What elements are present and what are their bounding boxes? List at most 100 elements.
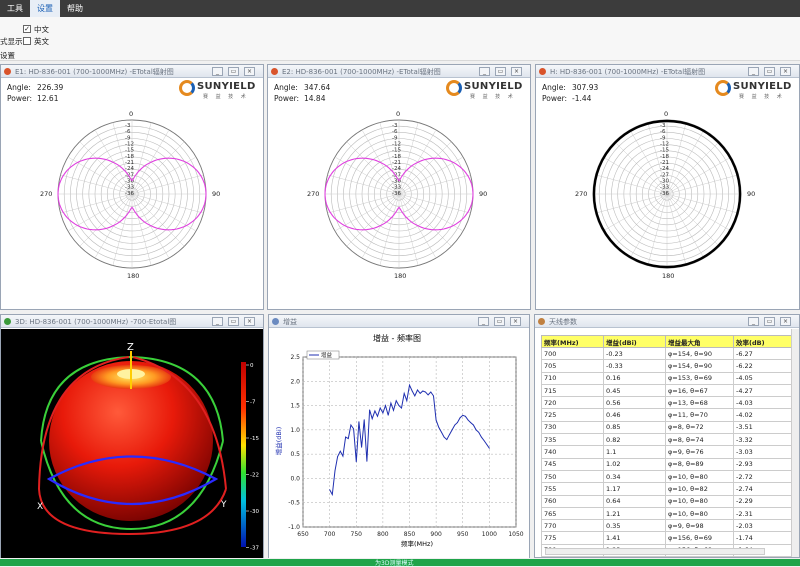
minimize-button[interactable]: _ bbox=[212, 317, 223, 326]
angle-tick-label: 90 bbox=[747, 190, 755, 198]
table-cell: 0.45 bbox=[603, 383, 666, 398]
table-cell: 785 bbox=[541, 556, 604, 557]
table-row[interactable]: 740 1.1 φ=9, θ=76 -3.03 bbox=[541, 445, 792, 459]
horizontal-scrollbar[interactable] bbox=[545, 548, 765, 555]
minimize-button[interactable]: _ bbox=[479, 67, 490, 76]
gain-data-point bbox=[379, 407, 381, 409]
gain-data-point bbox=[403, 393, 405, 394]
gain-data-point bbox=[334, 470, 336, 472]
polar-spoke bbox=[398, 193, 464, 232]
restore-button[interactable]: ▭ bbox=[764, 317, 775, 326]
close-button[interactable]: × bbox=[510, 317, 521, 326]
polar-spoke bbox=[346, 193, 400, 247]
minimize-button[interactable]: _ bbox=[748, 317, 759, 326]
table-cell: -3.51 bbox=[733, 420, 792, 435]
polar-spoke bbox=[666, 156, 732, 195]
vertical-scrollbar[interactable] bbox=[791, 329, 799, 557]
x-tick-label: 1050 bbox=[508, 531, 523, 538]
table-cell: -2.74 bbox=[733, 482, 792, 496]
gain-data-point bbox=[369, 409, 370, 411]
table-row[interactable]: 700 -0.23 φ=154, θ=90 -6.27 bbox=[541, 346, 792, 361]
close-button[interactable]: × bbox=[244, 67, 255, 76]
table-row[interactable]: 710 0.16 φ=153, θ=69 -4.05 bbox=[541, 371, 792, 385]
polar-spoke bbox=[379, 122, 400, 195]
table-row[interactable]: 7851.39φ=8, θ=91-1.35 bbox=[541, 556, 792, 557]
ring-label: -36 bbox=[660, 191, 669, 197]
chinese-checkbox[interactable]: ✓ bbox=[23, 25, 31, 33]
polar-chart[interactable]: -3-6-9-12-15-18-21-24-27-30-33-36 0 90 180 2… bbox=[536, 79, 799, 309]
table-row[interactable]: 760 0.64 φ=10, θ=80 -2.29 bbox=[541, 494, 792, 508]
table-row[interactable]: 745 1.02 φ=8, θ=89 -2.93 bbox=[541, 457, 792, 471]
table-row[interactable]: 775 1.41 φ=156, θ=69 -1.74 bbox=[541, 531, 792, 545]
minimize-button[interactable]: _ bbox=[478, 317, 489, 326]
column-header[interactable]: 增益最大角 bbox=[665, 335, 734, 348]
menu-help[interactable]: 帮助 bbox=[67, 4, 83, 13]
table-cell: -6.27 bbox=[733, 346, 792, 361]
angle-tick-label: 180 bbox=[394, 272, 406, 280]
polar-spoke bbox=[398, 156, 464, 195]
table-row[interactable]: 730 0.85 φ=8, θ=72 -3.51 bbox=[541, 420, 792, 435]
polar-spoke bbox=[602, 193, 668, 232]
close-button[interactable]: × bbox=[780, 67, 791, 76]
power-label: Power: bbox=[274, 94, 300, 103]
table-row[interactable]: 750 0.34 φ=10, θ=80 -2.72 bbox=[541, 469, 792, 484]
restore-button[interactable]: ▭ bbox=[494, 317, 505, 326]
table-cell: φ=9, θ=98 bbox=[665, 519, 734, 533]
y-tick-label: 2.0 bbox=[290, 378, 300, 385]
polar-chart[interactable]: -3-6-9-12-15-18-21-24-27-30-33-36 0 90 180 2… bbox=[268, 79, 530, 309]
antenna-parameters-window: 天线参数 _ ▭ × 频率(MHz) 增益(dBi) 增益最大角 效率(dB) 700… bbox=[534, 314, 800, 558]
table-row[interactable]: 770 0.35 φ=9, θ=98 -2.03 bbox=[541, 519, 792, 533]
table-row[interactable]: 755 1.17 φ=10, θ=82 -2.74 bbox=[541, 482, 792, 496]
table-row[interactable]: 705 -0.33 φ=154, θ=90 -6.22 bbox=[541, 359, 792, 373]
minimize-button[interactable]: _ bbox=[212, 67, 223, 76]
3d-gain-sphere bbox=[49, 361, 213, 521]
column-header[interactable]: 增益(dBi) bbox=[603, 335, 666, 348]
gain-data-point bbox=[478, 431, 480, 433]
angle-tick-label: 0 bbox=[396, 110, 400, 118]
x-tick-label: 900 bbox=[430, 531, 442, 538]
gain-data-point bbox=[366, 461, 368, 462]
table-row[interactable]: 765 1.21 φ=10, θ=80 -2.31 bbox=[541, 506, 792, 521]
table-cell: 765 bbox=[541, 506, 604, 521]
close-button[interactable]: × bbox=[780, 317, 791, 326]
window-title: 天线参数 bbox=[549, 318, 577, 326]
window-title: H: HD-836-001 (700-1000MHz) -ETotal辐射图 bbox=[550, 68, 706, 76]
close-button[interactable]: × bbox=[244, 317, 255, 326]
restore-button[interactable]: ▭ bbox=[495, 67, 506, 76]
sunyield-logo-icon bbox=[715, 80, 731, 96]
3d-pattern-view[interactable]: Z X Y 0 -7 -15 -22 -30 -37 bbox=[1, 329, 263, 558]
table-row[interactable]: 735 0.82 φ=8, θ=74 -3.32 bbox=[541, 433, 792, 447]
title-bar: 3D: HD-836-001 (700-1000MHz) -700-Etotal… bbox=[1, 315, 263, 328]
restore-button[interactable]: ▭ bbox=[764, 67, 775, 76]
gain-data-point bbox=[475, 429, 477, 431]
chinese-label: 中文 bbox=[34, 25, 49, 34]
gain-data-point bbox=[401, 407, 402, 409]
gain-data-point bbox=[337, 456, 339, 457]
restore-button[interactable]: ▭ bbox=[228, 67, 239, 76]
polar-spoke bbox=[666, 122, 687, 195]
table-row[interactable]: 720 0.56 φ=13, θ=68 -4.03 bbox=[541, 396, 792, 410]
radiation-pattern-curve bbox=[592, 119, 742, 269]
polar-pattern-window-1: E1: HD-836-001 (700-1000MHz) -ETotal辐射图 … bbox=[0, 64, 264, 310]
ring-label: -12 bbox=[392, 142, 401, 148]
gain-data-point bbox=[377, 415, 378, 417]
table-row[interactable]: 725 0.46 φ=11, θ=70 -4.02 bbox=[541, 408, 792, 422]
logo-subtext: 赛 益 技 术 bbox=[203, 94, 249, 100]
polar-chart[interactable]: -3-6-9-12-15-18-21-24-27-30-33-36 0 90 180 2… bbox=[1, 79, 263, 309]
column-header[interactable]: 效率(dB) bbox=[733, 335, 792, 348]
gain-data-point bbox=[454, 424, 456, 426]
polar-spoke bbox=[131, 141, 185, 195]
minimize-button[interactable]: _ bbox=[748, 67, 759, 76]
restore-button[interactable]: ▭ bbox=[228, 317, 239, 326]
y-tick-label: 0.5 bbox=[290, 451, 300, 458]
menu-tools[interactable]: 工具 bbox=[7, 4, 23, 13]
column-header[interactable]: 频率(MHz) bbox=[541, 335, 604, 348]
menu-settings[interactable]: 设置 bbox=[30, 0, 60, 17]
table-cell: φ=10, θ=82 bbox=[665, 482, 734, 496]
gain-data-point bbox=[393, 410, 394, 411]
table-row[interactable]: 715 0.45 φ=16, θ=67 -4.27 bbox=[541, 383, 792, 398]
table-cell: -2.29 bbox=[733, 494, 792, 508]
gain-data-point bbox=[350, 424, 352, 426]
english-checkbox[interactable] bbox=[23, 37, 31, 45]
close-button[interactable]: × bbox=[511, 67, 522, 76]
